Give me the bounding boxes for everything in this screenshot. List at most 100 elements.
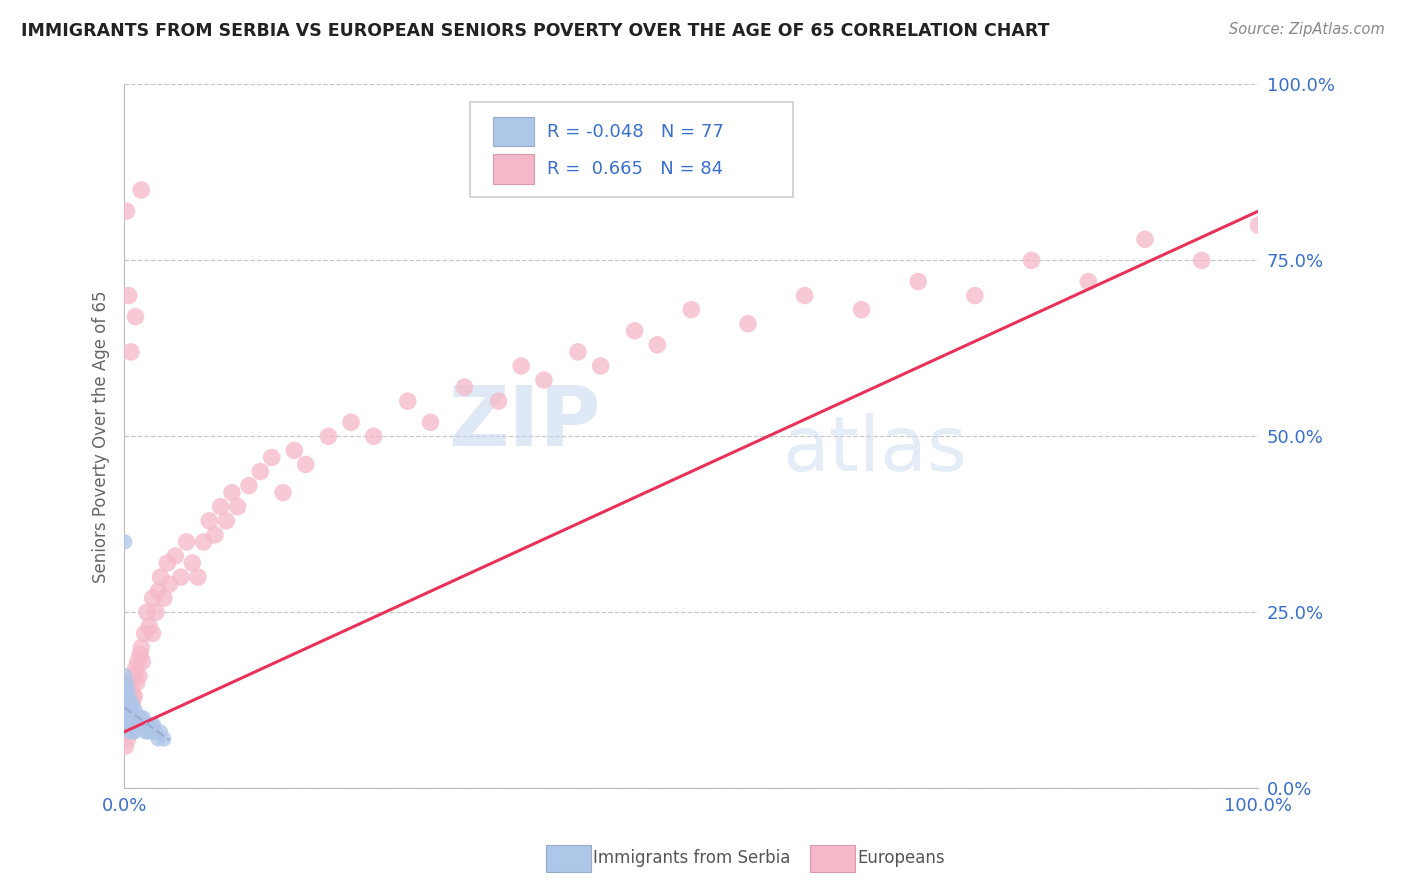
Point	[181, 556, 204, 570]
Point	[117, 718, 139, 732]
Point	[138, 619, 160, 633]
Point	[215, 514, 238, 528]
Point	[907, 275, 929, 289]
Point	[114, 697, 136, 711]
Point	[283, 443, 305, 458]
Point	[127, 718, 149, 732]
Point	[114, 704, 136, 718]
Point	[209, 500, 232, 514]
Point	[114, 711, 136, 725]
Point	[115, 204, 138, 219]
Point	[115, 704, 138, 718]
Point	[124, 668, 146, 682]
Point	[363, 429, 385, 443]
Point	[122, 704, 145, 718]
Point	[129, 648, 152, 662]
Point	[118, 711, 141, 725]
FancyBboxPatch shape	[494, 154, 534, 184]
Point	[141, 718, 163, 732]
Point	[149, 725, 172, 739]
Point	[120, 704, 142, 718]
Point	[793, 288, 815, 302]
Point	[153, 731, 176, 746]
Point	[114, 711, 136, 725]
Point	[187, 570, 209, 584]
Text: IMMIGRANTS FROM SERBIA VS EUROPEAN SENIORS POVERTY OVER THE AGE OF 65 CORRELATIO: IMMIGRANTS FROM SERBIA VS EUROPEAN SENIO…	[21, 22, 1050, 40]
Point	[737, 317, 759, 331]
Point	[135, 725, 157, 739]
Point	[135, 718, 157, 732]
Y-axis label: Seniors Poverty Over the Age of 65: Seniors Poverty Over the Age of 65	[93, 290, 110, 582]
Point	[114, 718, 136, 732]
Point	[114, 725, 136, 739]
Point	[114, 711, 136, 725]
Point	[851, 302, 873, 317]
Point	[125, 675, 148, 690]
Point	[204, 528, 226, 542]
Point	[1191, 253, 1213, 268]
Point	[165, 549, 187, 563]
Point	[396, 394, 419, 409]
Point	[115, 697, 138, 711]
Text: Source: ZipAtlas.com: Source: ZipAtlas.com	[1229, 22, 1385, 37]
Point	[117, 711, 139, 725]
Point	[139, 725, 162, 739]
Point	[170, 570, 193, 584]
Point	[122, 725, 145, 739]
Point	[132, 711, 155, 725]
Point	[149, 570, 172, 584]
Point	[260, 450, 283, 465]
Point	[589, 359, 612, 373]
Point	[131, 655, 153, 669]
Point	[118, 711, 141, 725]
Text: R =  0.665   N = 84: R = 0.665 N = 84	[547, 160, 724, 178]
Point	[117, 704, 139, 718]
Point	[118, 718, 141, 732]
Point	[118, 725, 141, 739]
Point	[117, 704, 139, 718]
Point	[1021, 253, 1043, 268]
Point	[124, 690, 146, 704]
Point	[142, 718, 165, 732]
Point	[114, 704, 136, 718]
Point	[120, 682, 142, 697]
Point	[118, 718, 141, 732]
Point	[122, 690, 145, 704]
Point	[118, 704, 141, 718]
Point	[121, 675, 143, 690]
Point	[134, 626, 156, 640]
Point	[115, 704, 138, 718]
Point	[963, 288, 986, 302]
Point	[120, 704, 142, 718]
Point	[135, 605, 157, 619]
Point	[121, 711, 143, 725]
Point	[193, 535, 215, 549]
Point	[115, 711, 138, 725]
Point	[198, 514, 221, 528]
Point	[238, 478, 260, 492]
Point	[115, 690, 138, 704]
Point	[226, 500, 249, 514]
Point	[121, 697, 143, 711]
Point	[124, 725, 146, 739]
Point	[124, 704, 146, 718]
Point	[114, 682, 136, 697]
Point	[128, 668, 150, 682]
Point	[142, 626, 165, 640]
Point	[271, 485, 294, 500]
Text: Europeans: Europeans	[858, 849, 945, 867]
Point	[176, 535, 198, 549]
Point	[118, 718, 141, 732]
Point	[131, 718, 153, 732]
Point	[221, 485, 243, 500]
Point	[117, 731, 139, 746]
Point	[623, 324, 645, 338]
Point	[129, 640, 152, 655]
Point	[142, 725, 165, 739]
Point	[318, 429, 340, 443]
Point	[125, 711, 148, 725]
Point	[115, 697, 138, 711]
Point	[294, 458, 316, 472]
Point	[159, 577, 181, 591]
Point	[124, 718, 146, 732]
